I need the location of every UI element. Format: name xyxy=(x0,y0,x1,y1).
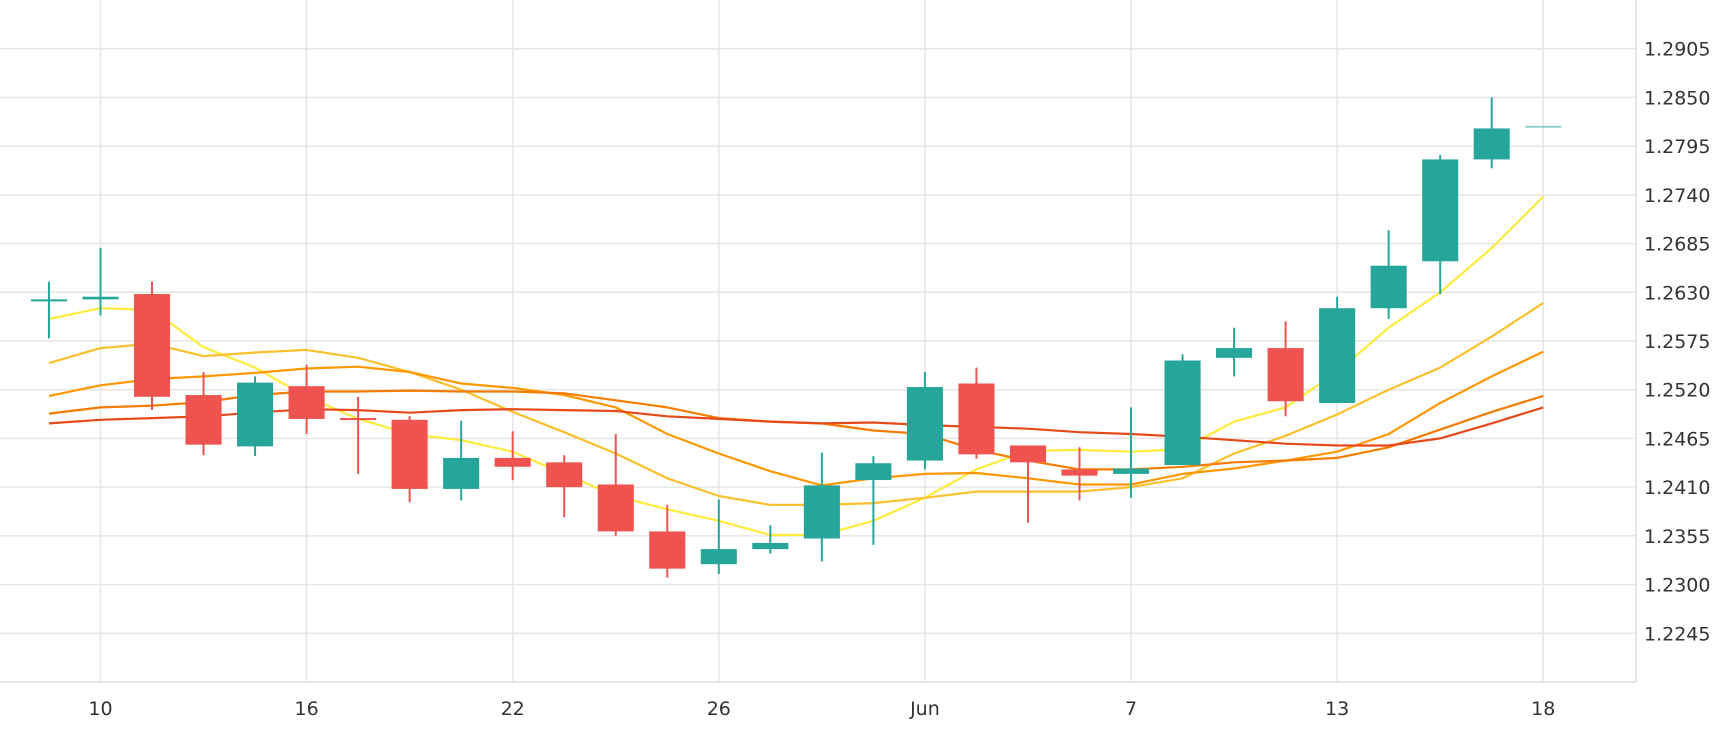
candle-body xyxy=(30,299,67,302)
candle-body xyxy=(1164,360,1201,465)
candle-body xyxy=(237,382,274,447)
candle xyxy=(237,376,274,457)
x-tick-label: Jun xyxy=(909,698,940,720)
y-tick-label: 1.2905 xyxy=(1644,39,1710,61)
y-tick-label: 1.2410 xyxy=(1644,477,1710,499)
x-tick-label: 7 xyxy=(1125,698,1137,720)
candle-body xyxy=(391,419,428,489)
candle xyxy=(185,372,222,456)
candle xyxy=(1370,230,1407,319)
candle-body xyxy=(752,542,789,550)
x-tick-label: 22 xyxy=(501,698,525,720)
candle-body xyxy=(1112,468,1150,474)
candle xyxy=(1061,447,1098,501)
y-tick-label: 1.2520 xyxy=(1644,380,1710,402)
candle-body xyxy=(700,549,737,565)
y-tick-label: 1.2465 xyxy=(1644,428,1710,450)
candle xyxy=(82,248,119,316)
axes: 1.2245 1.2300 1.2355 1.2410 1.2465 1.2520 1.25… xyxy=(0,0,1710,720)
candle-body xyxy=(443,457,480,489)
y-tick-label: 1.2795 xyxy=(1644,136,1710,158)
candle-body xyxy=(1061,469,1098,476)
candle xyxy=(1525,125,1562,128)
candle-body xyxy=(958,383,995,455)
candle-body xyxy=(906,387,943,461)
candle-body xyxy=(1267,348,1304,402)
candle xyxy=(700,499,737,574)
y-tick-label: 1.2355 xyxy=(1644,526,1710,548)
candle-body xyxy=(1009,445,1047,463)
candle-body xyxy=(288,386,325,419)
x-tick-label: 26 xyxy=(707,698,731,720)
candle-body xyxy=(649,531,686,569)
candle xyxy=(494,431,531,481)
candle xyxy=(1112,407,1150,498)
moving-average-line xyxy=(48,301,1544,506)
candle xyxy=(1216,327,1253,377)
candle-body xyxy=(1370,265,1407,309)
y-tick-label: 1.2245 xyxy=(1644,623,1710,645)
candle-body xyxy=(494,457,531,467)
candle-body xyxy=(597,484,634,532)
candle xyxy=(391,416,428,503)
candle-body xyxy=(1525,125,1562,128)
candle-body xyxy=(1319,308,1356,403)
candle-body xyxy=(133,294,171,397)
candle xyxy=(133,281,171,411)
candle-body xyxy=(1216,348,1253,358)
candle-body xyxy=(855,463,892,481)
candle xyxy=(1009,445,1047,523)
candle xyxy=(597,434,634,536)
candle-body xyxy=(185,395,222,445)
y-tick-label: 1.2300 xyxy=(1644,575,1710,597)
candle xyxy=(855,456,892,545)
candle xyxy=(1473,97,1510,169)
x-tick-label: 13 xyxy=(1325,698,1349,720)
candle xyxy=(1267,321,1304,417)
candle xyxy=(340,396,377,474)
candle xyxy=(1164,354,1201,465)
candle-body xyxy=(82,296,119,300)
y-tick-label: 1.2740 xyxy=(1644,185,1710,207)
candle xyxy=(1422,155,1459,295)
candles xyxy=(30,97,1562,578)
candle xyxy=(958,367,995,459)
candle-body xyxy=(340,418,377,421)
candle xyxy=(443,420,480,501)
candle xyxy=(649,504,686,578)
candle xyxy=(752,525,789,554)
candle-body xyxy=(1473,128,1510,160)
candle xyxy=(906,372,943,470)
candle xyxy=(803,452,840,562)
candle xyxy=(30,281,67,339)
y-tick-label: 1.2685 xyxy=(1644,234,1710,256)
candle-body xyxy=(1422,159,1459,262)
grid-lines xyxy=(0,0,1636,682)
x-tick-label: 16 xyxy=(294,698,318,720)
candle-body xyxy=(803,485,840,539)
candle xyxy=(546,455,583,518)
x-tick-label: 10 xyxy=(88,698,112,720)
candle xyxy=(288,364,325,434)
candle xyxy=(1319,296,1356,403)
y-tick-label: 1.2850 xyxy=(1644,87,1710,109)
y-tick-label: 1.2575 xyxy=(1644,331,1710,353)
candle-body xyxy=(546,462,583,488)
x-tick-label: 18 xyxy=(1531,698,1555,720)
y-tick-label: 1.2630 xyxy=(1644,282,1710,304)
moving-average-line xyxy=(48,406,1544,447)
